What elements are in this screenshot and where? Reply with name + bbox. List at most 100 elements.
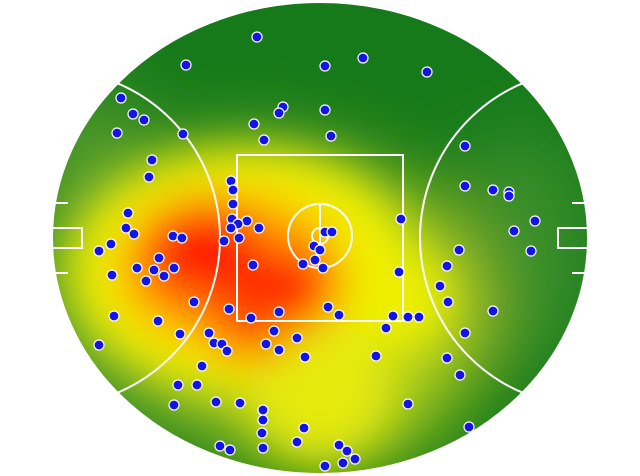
point [297,258,309,270]
point [253,222,265,234]
point [268,325,280,337]
point [325,130,337,142]
point [210,396,222,408]
point [214,440,226,452]
point [309,254,321,266]
point [188,296,200,308]
point [148,264,160,276]
point [387,310,399,322]
point [260,338,272,350]
point [196,360,208,372]
point [221,345,233,357]
point [459,180,471,192]
point [317,262,329,274]
point [225,175,237,187]
point [224,444,236,456]
point [180,59,192,71]
point [227,198,239,210]
point [106,269,118,281]
point [105,238,117,250]
point [120,222,132,234]
point [333,309,345,321]
point [153,252,165,264]
point [442,296,454,308]
point [227,184,239,196]
point [257,442,269,454]
point [326,226,338,238]
point [177,128,189,140]
point [459,327,471,339]
point [337,457,349,469]
point [395,213,407,225]
point [291,332,303,344]
point [223,303,235,315]
point [503,190,515,202]
point [393,266,405,278]
point [370,350,382,362]
point [257,404,269,416]
point [93,339,105,351]
point [152,315,164,327]
point [172,379,184,391]
point [158,270,170,282]
point [441,260,453,272]
point [168,399,180,411]
point [314,244,326,256]
point [319,104,331,116]
point [248,118,260,130]
point [380,322,392,334]
point [115,92,127,104]
point [298,422,310,434]
point [441,352,453,364]
point [122,207,134,219]
point [402,311,414,323]
point [191,379,203,391]
point [453,244,465,256]
point [131,262,143,274]
point [233,232,245,244]
point [245,312,257,324]
point [421,66,433,78]
point [174,328,186,340]
point [487,305,499,317]
point [273,344,285,356]
point [257,414,269,426]
point [108,310,120,322]
point [434,280,446,292]
point [413,311,425,323]
point [333,439,345,451]
point [341,445,353,457]
point [508,225,520,237]
point [357,52,369,64]
point [218,235,230,247]
point [459,140,471,152]
point [273,107,285,119]
point [487,184,499,196]
point [225,222,237,234]
point [463,421,475,433]
point [525,245,537,257]
point [176,232,188,244]
point [319,460,331,472]
point [93,245,105,257]
point [234,397,246,409]
point [273,306,285,318]
point [143,171,155,183]
point [203,327,215,339]
point [128,228,140,240]
point [322,301,334,313]
point [146,154,158,166]
point [111,127,123,139]
point [251,31,263,43]
point [168,262,180,274]
point [258,134,270,146]
point [127,108,139,120]
point [256,427,268,439]
point [454,369,466,381]
point [247,259,259,271]
point [529,215,541,227]
point [291,436,303,448]
point [138,114,150,126]
point [349,453,361,465]
